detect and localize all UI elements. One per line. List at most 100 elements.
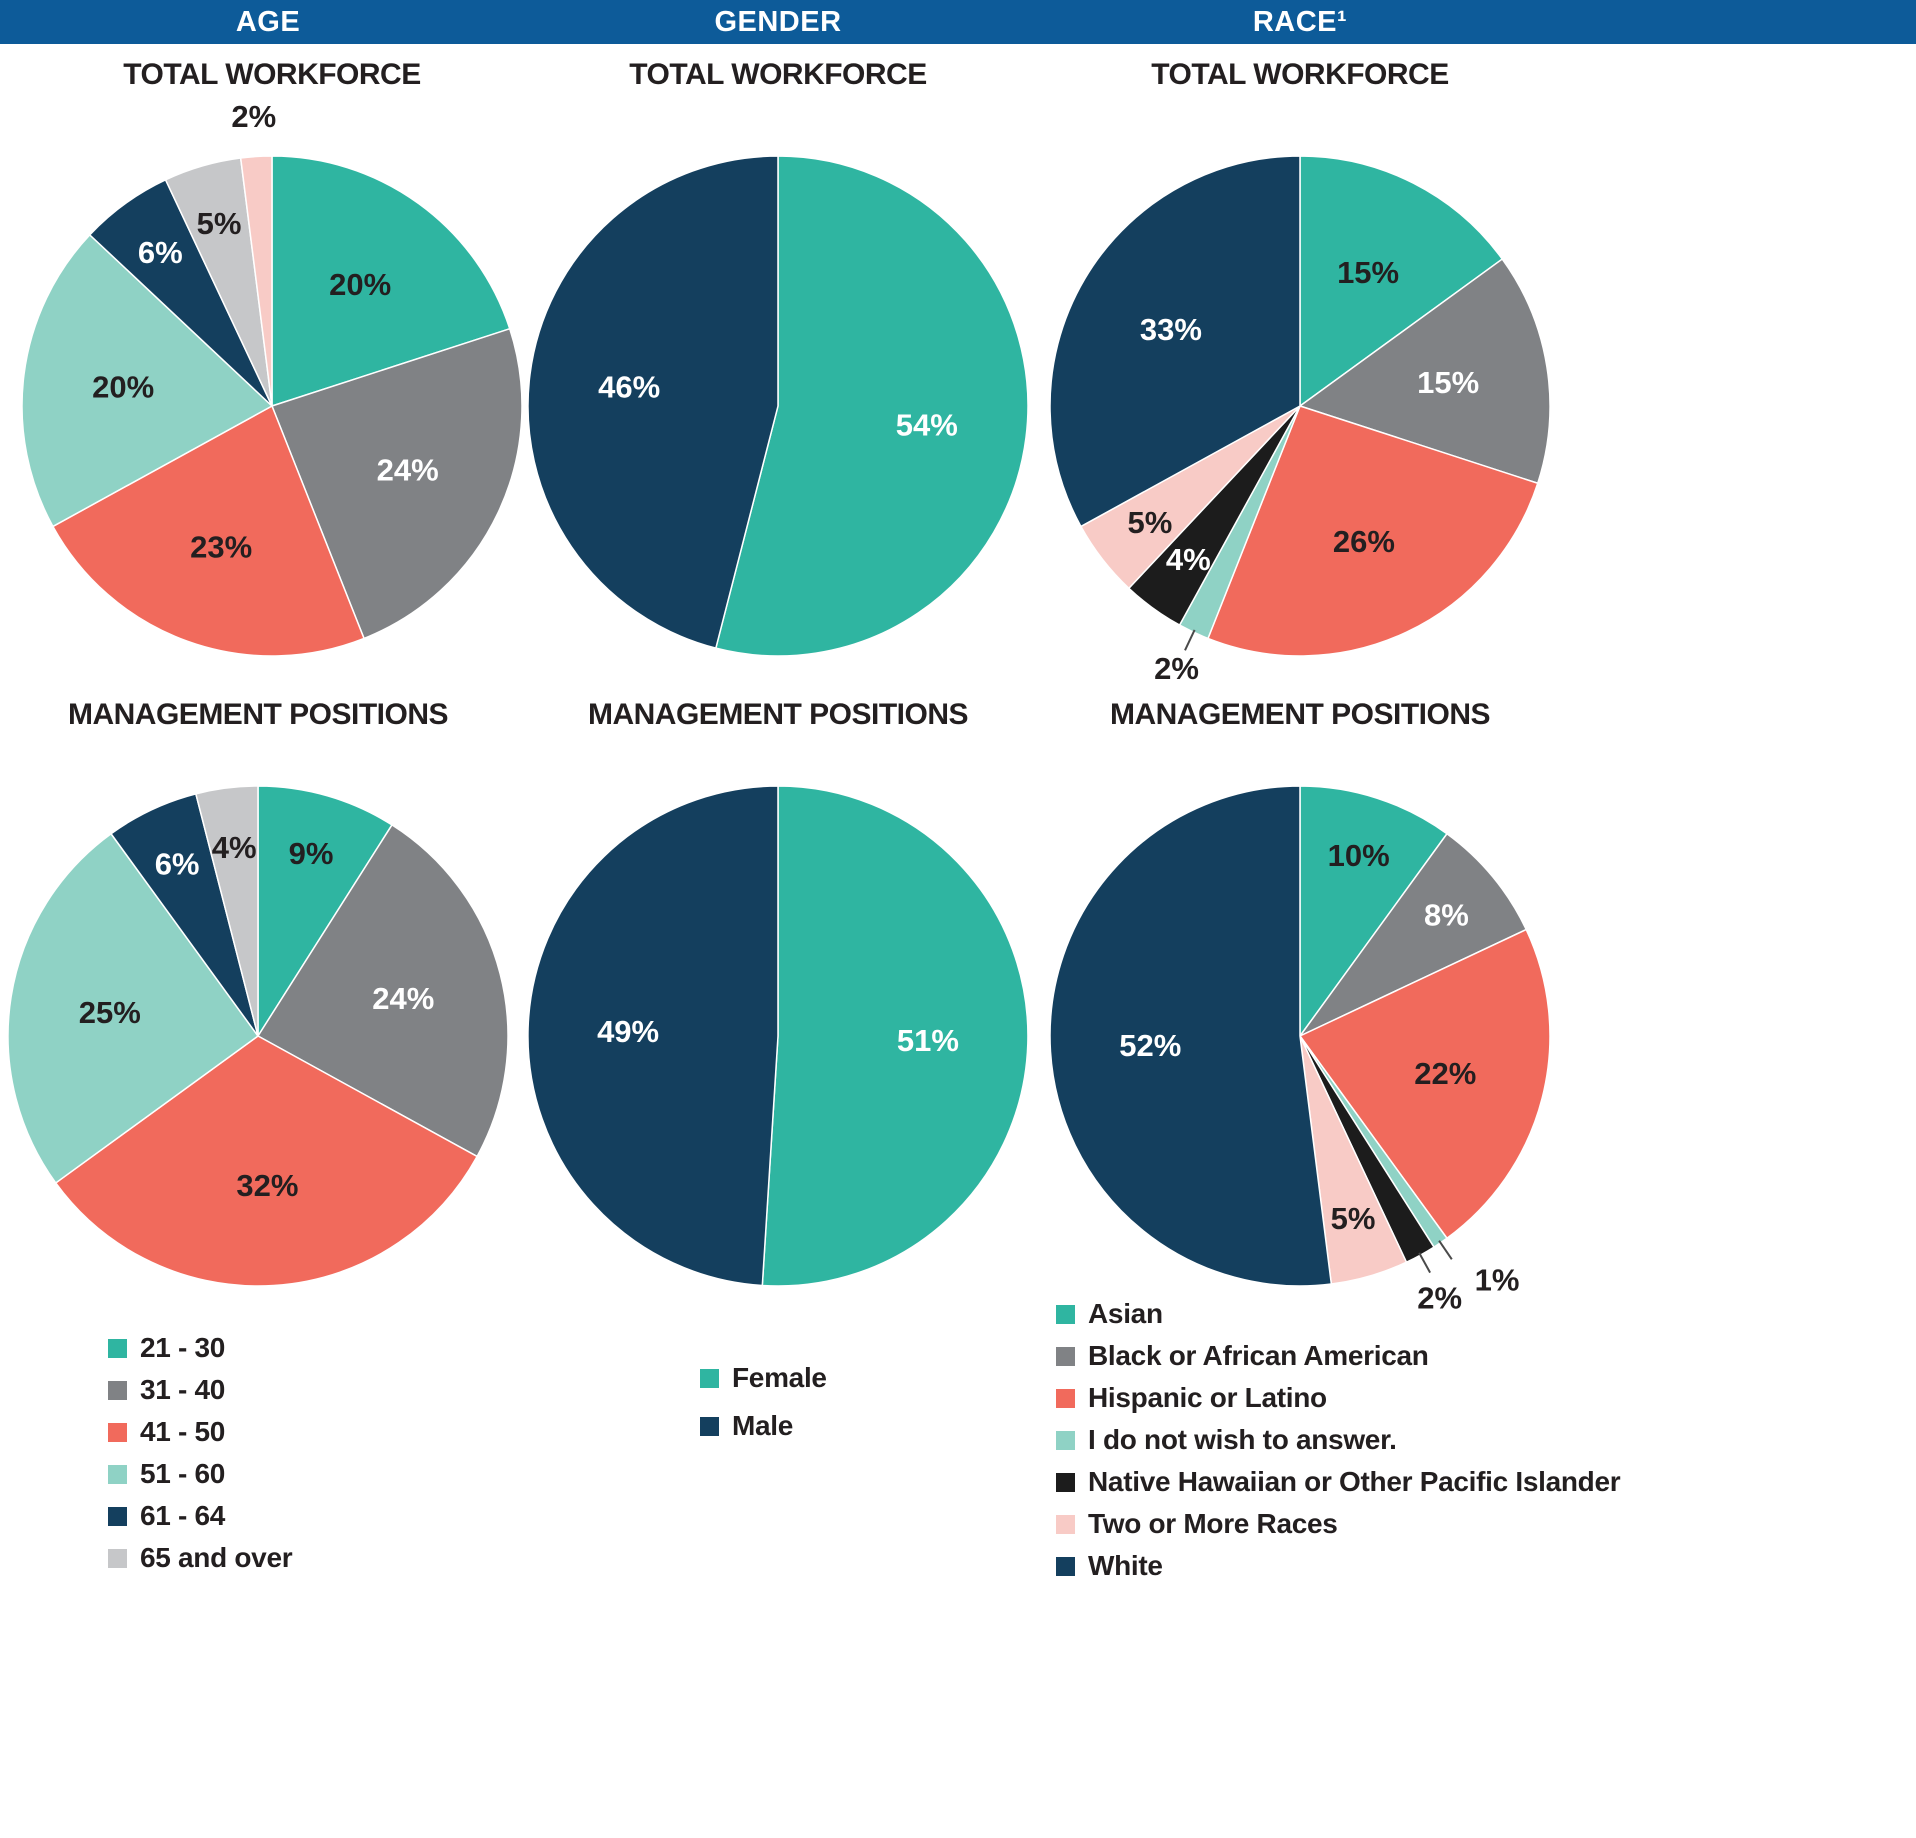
legend-swatch [108, 1380, 127, 1400]
column-title-age: AGE [235, 6, 301, 38]
pie-slice-21-30 [257, 785, 393, 1039]
pie-slice-percentage: 24% [377, 452, 439, 487]
legend-swatch [108, 1338, 127, 1358]
pie-slice-white [1049, 155, 1301, 528]
pie-slice-51-60 [7, 832, 260, 1184]
pie-slice-percentage: 8% [1424, 897, 1469, 932]
pie-slice-31-40 [271, 327, 523, 640]
legend-swatch [1056, 1346, 1075, 1366]
pie-slice-percentage: 15% [1337, 255, 1399, 290]
gender-legend: Female Male [700, 1362, 827, 1458]
legend-label: 65 and over [140, 1542, 293, 1573]
legend-swatch [1056, 1556, 1075, 1576]
legend-label: Asian [1088, 1298, 1163, 1329]
pie-slice-hispanic-or-latino [1298, 928, 1551, 1240]
pie-slice-percentage: 2% [1417, 1281, 1462, 1316]
pie-slice-51-60 [21, 233, 274, 528]
pie-slice-percentage: 4% [1166, 542, 1211, 577]
pie-slice-percentage: 32% [236, 1168, 298, 1203]
pie-slice-percentage: 10% [1328, 838, 1390, 873]
pie-slice-percentage: 2% [1154, 651, 1199, 686]
pie-slice-asian [1299, 155, 1504, 408]
legend-label: Male [732, 1410, 794, 1441]
legend-item: White [1056, 1550, 1620, 1582]
legend-label: 61 - 64 [140, 1500, 226, 1531]
legend-item: Hispanic or Latino [1056, 1382, 1620, 1414]
pie-slice-percentage: 20% [329, 267, 391, 302]
pie-slice-black-or-african-american [1299, 832, 1528, 1037]
pie-slice-male [527, 155, 779, 650]
legend-label: Hispanic or Latino [1088, 1382, 1327, 1413]
legend-label: Two or More Races [1088, 1508, 1338, 1539]
legend-label: White [1088, 1550, 1163, 1581]
pie-chart-age-total-workforce: 20% 24% 23% 20% 6% 5% 2% [21, 99, 523, 657]
chart-title-race-total-workforce: TOTAL WORKFORCE [1151, 58, 1449, 91]
pie-slice-percentage: 6% [155, 847, 200, 882]
pie-slice-percentage: 51% [897, 1023, 959, 1058]
legend-item: Native Hawaiian or Other Pacific Islande… [1056, 1466, 1621, 1498]
legend-label: 41 - 50 [140, 1416, 226, 1447]
label-leader-line [1184, 629, 1196, 651]
column-title-race: RACE¹ [1252, 6, 1348, 38]
pie-slice-percentage: 46% [598, 370, 660, 405]
pie-slice-percentage: 1% [1475, 1262, 1520, 1297]
legend-item: 21 - 30 [108, 1332, 292, 1364]
column-title-gender: GENDER [714, 6, 842, 38]
header-bar: AGE GENDER RACE¹ [0, 0, 1916, 44]
legend-item: Male [700, 1410, 827, 1442]
pie-slice-percentage: 23% [190, 530, 252, 565]
legend-swatch [1056, 1388, 1075, 1408]
label-leader-line [1418, 1252, 1431, 1274]
chart-title-gender-total-workforce: TOTAL WORKFORCE [629, 58, 927, 91]
pie-slice-percentage: 5% [1331, 1201, 1376, 1236]
chart-title-gender-management: MANAGEMENT POSITIONS [587, 698, 969, 731]
pie-slice-percentage: 5% [1127, 505, 1172, 540]
chart-title-race-management: MANAGEMENT POSITIONS [1109, 698, 1491, 731]
pie-slice-unlabeled [239, 155, 273, 407]
legend-item: 65 and over [108, 1542, 293, 1574]
pie-slice-percentage: 9% [289, 836, 334, 871]
legend-swatch [700, 1416, 719, 1436]
legend-swatch [1056, 1514, 1075, 1534]
pie-slice-hispanic-or-latino [1206, 405, 1539, 657]
legend-item: 61 - 64 [108, 1500, 292, 1532]
pie-slice-percentage: 52% [1119, 1028, 1181, 1063]
legend-swatch [1056, 1472, 1075, 1492]
pie-chart-gender-management: 51% 49% [527, 785, 1029, 1287]
legend-label: I do not wish to answer. [1088, 1424, 1397, 1455]
legend-item: 31 - 40 [108, 1374, 292, 1406]
legend-label: Female [732, 1362, 827, 1393]
pie-slice-percentage: 20% [92, 370, 154, 405]
pie-slice-percentage: 6% [138, 235, 183, 270]
legend-item: 51 - 60 [108, 1458, 292, 1490]
pie-slice-65-and-over [194, 785, 259, 1037]
age-legend: 21 - 30 31 - 40 41 - 50 51 - 60 61 - 64 65 an… [108, 1332, 293, 1584]
pie-slice-percentage: 15% [1417, 365, 1479, 400]
legend-swatch [108, 1422, 127, 1442]
pie-slice-white [1049, 785, 1333, 1287]
label-leader-line [1438, 1240, 1453, 1260]
legend-item: Two or More Races [1056, 1508, 1620, 1540]
chart-title-age-total-workforce: TOTAL WORKFORCE [123, 58, 421, 91]
pie-chart-gender-total-workforce: 54% 46% [527, 155, 1029, 657]
legend-label: Native Hawaiian or Other Pacific Islande… [1088, 1466, 1621, 1497]
pie-slice-percentage: 22% [1414, 1056, 1476, 1091]
pie-slice-percentage: 24% [372, 981, 434, 1016]
legend-swatch [108, 1506, 127, 1526]
chart-title-age-management: MANAGEMENT POSITIONS [67, 698, 449, 731]
pie-slice-percentage: 54% [896, 407, 958, 442]
legend-label: Black or African American [1088, 1340, 1429, 1371]
pie-chart-age-management: 9% 24% 32% 25% 6% 4% [7, 785, 509, 1287]
legend-item: I do not wish to answer. [1056, 1424, 1620, 1456]
pie-slice-percentage: 26% [1333, 524, 1395, 559]
legend-swatch [700, 1368, 719, 1388]
legend-swatch [1056, 1430, 1075, 1450]
pie-slice-percentage: 49% [597, 1014, 659, 1049]
pie-slice-31-40 [256, 823, 509, 1158]
pie-slice-female [714, 155, 1029, 657]
pie-slice-percentage: 25% [79, 995, 141, 1030]
pie-slice-female [761, 785, 1029, 1287]
pie-slice-41-50 [54, 1035, 479, 1287]
legend-swatch [1056, 1304, 1075, 1324]
